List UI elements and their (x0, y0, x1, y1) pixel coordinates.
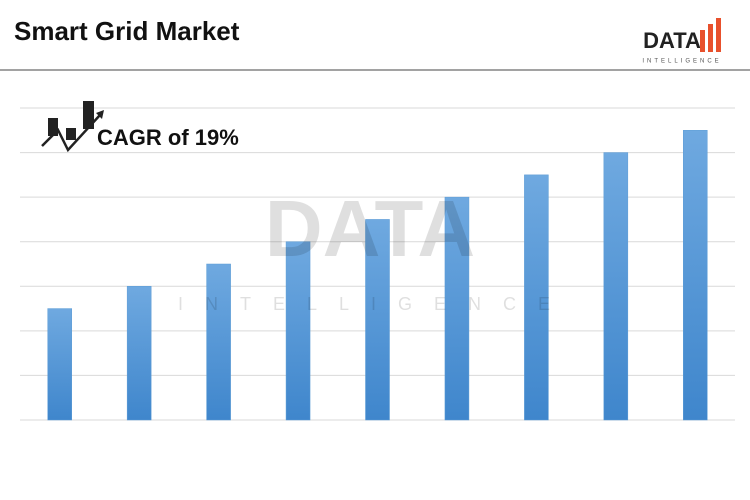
plot-area (20, 107, 735, 421)
logo: DATA INTELLIGENCE (642, 18, 721, 65)
logo-bar (716, 18, 721, 52)
watermark: DATA INTELLIGENCE (178, 184, 572, 314)
bar (603, 152, 629, 421)
bar (206, 263, 231, 421)
logo-bar (700, 30, 705, 52)
cagr-icon (41, 101, 104, 153)
bar (524, 174, 549, 421)
bar (285, 241, 311, 421)
bar (126, 286, 152, 421)
cagr-annotation: CAGR of 19% (97, 125, 239, 150)
chart-title: Smart Grid Market (14, 16, 240, 46)
logo-bar (708, 24, 713, 52)
bar (365, 219, 390, 421)
bar (444, 196, 470, 421)
logo-name: DATA (643, 28, 701, 53)
logo-tagline: INTELLIGENCE (642, 59, 721, 65)
bar (683, 130, 708, 421)
watermark-tagline: INTELLIGENCE (178, 294, 572, 314)
watermark-name: DATA (265, 184, 475, 273)
bar (47, 308, 72, 421)
